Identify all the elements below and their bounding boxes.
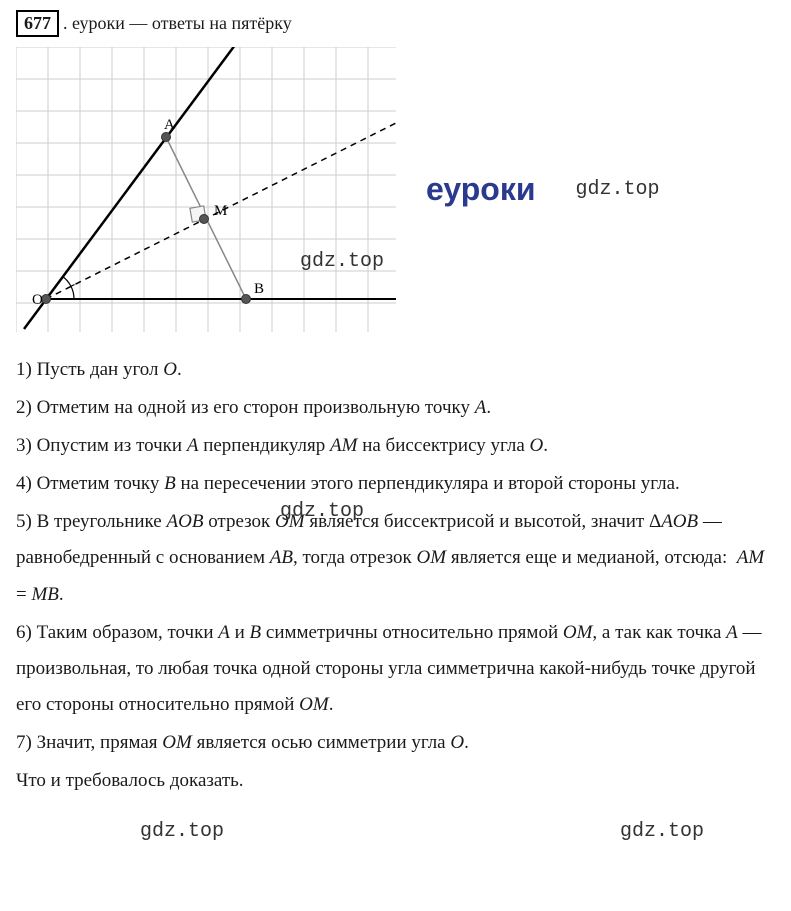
solution-body: 1) Пусть дан угол O.2) Отметим на одной … <box>16 352 775 799</box>
solution-step: 5) В треугольнике AOB отрезок OM являетс… <box>16 504 775 612</box>
solution-step: Что и требовалось доказать. <box>16 763 775 799</box>
header-text: . еуроки — ответы на пятёрку <box>63 13 292 33</box>
solution-step: 2) Отметим на одной из его сторон произв… <box>16 390 775 426</box>
diagram-svg: O A B M <box>16 47 396 332</box>
brand-euroki: еуроки <box>426 171 536 208</box>
solution-step: 4) Отметим точку B на пересечении этого … <box>16 466 775 502</box>
watermark: gdz.top <box>140 820 224 843</box>
svg-text:B: B <box>254 281 264 297</box>
header: 677. еуроки — ответы на пятёрку <box>16 10 775 37</box>
problem-number: 677 <box>16 10 59 37</box>
diagram-row: O A B M еуроки gdz.top <box>16 47 775 332</box>
watermark: gdz.top <box>620 820 704 843</box>
brand-area: еуроки gdz.top <box>426 171 660 208</box>
svg-text:A: A <box>164 117 175 133</box>
geometry-diagram: O A B M <box>16 47 396 332</box>
solution-step: 1) Пусть дан угол O. <box>16 352 775 388</box>
brand-gdz: gdz.top <box>576 178 660 201</box>
svg-text:O: O <box>32 292 43 308</box>
solution-step: 6) Таким образом, точки A и B симметричн… <box>16 615 775 723</box>
solution-step: 3) Опустим из точки A перпендикуляр AM н… <box>16 428 775 464</box>
solution-step: 7) Значит, прямая OM является осью симме… <box>16 725 775 761</box>
svg-text:M: M <box>214 203 227 219</box>
